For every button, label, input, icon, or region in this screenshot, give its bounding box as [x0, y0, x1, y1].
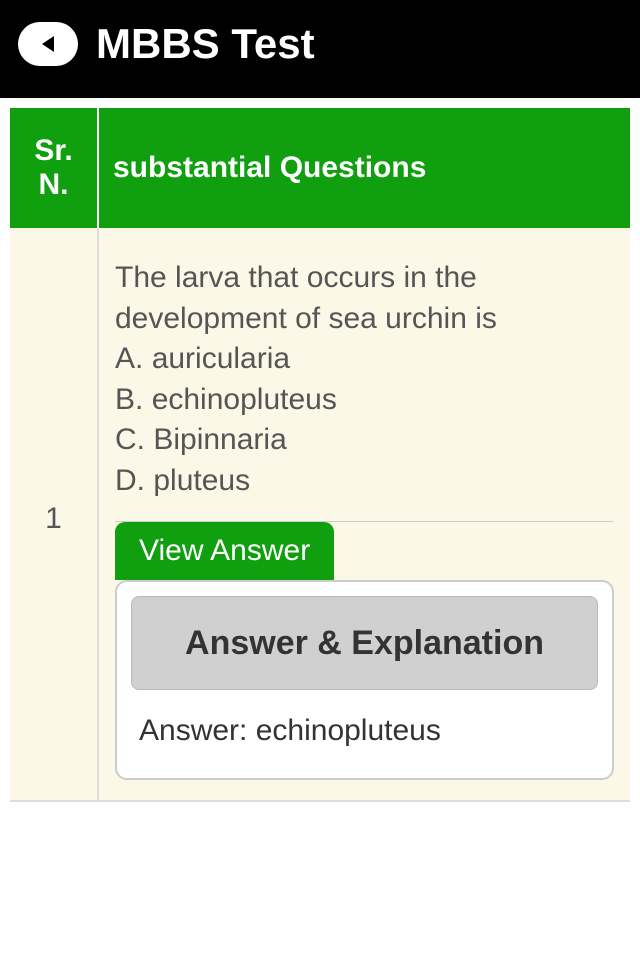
- answer-panel: Answer & Explanation Answer: echinoplute…: [115, 580, 614, 780]
- question-text: The larva that occurs in the development…: [115, 258, 614, 501]
- option-d: pluteus: [153, 464, 250, 497]
- back-arrow-icon: [36, 32, 60, 56]
- back-button[interactable]: [18, 22, 78, 66]
- sr-number: 1: [10, 228, 98, 801]
- questions-table: Sr. N. substantial Questions 1 The larva…: [10, 108, 630, 802]
- app-header: MBBS Test: [0, 0, 640, 98]
- option-c: Bipinnaria: [153, 423, 286, 456]
- column-header-question: substantial Questions: [98, 108, 630, 228]
- answer-body: Answer: echinopluteus: [117, 704, 612, 778]
- view-answer-button[interactable]: View Answer: [115, 522, 334, 580]
- answer-text: echinopluteus: [256, 714, 441, 747]
- answer-prefix: Answer:: [139, 714, 247, 747]
- column-header-sr: Sr. N.: [10, 108, 98, 228]
- option-b: echinopluteus: [152, 383, 337, 416]
- question-cell: The larva that occurs in the development…: [98, 228, 630, 801]
- questions-table-container: Sr. N. substantial Questions 1 The larva…: [0, 98, 640, 802]
- question-stem: The larva that occurs in the development…: [115, 261, 497, 335]
- table-row: 1 The larva that occurs in the developme…: [10, 228, 630, 801]
- page-title: MBBS Test: [96, 20, 315, 68]
- option-a: auricularia: [152, 342, 290, 375]
- answer-panel-header: Answer & Explanation: [131, 596, 598, 690]
